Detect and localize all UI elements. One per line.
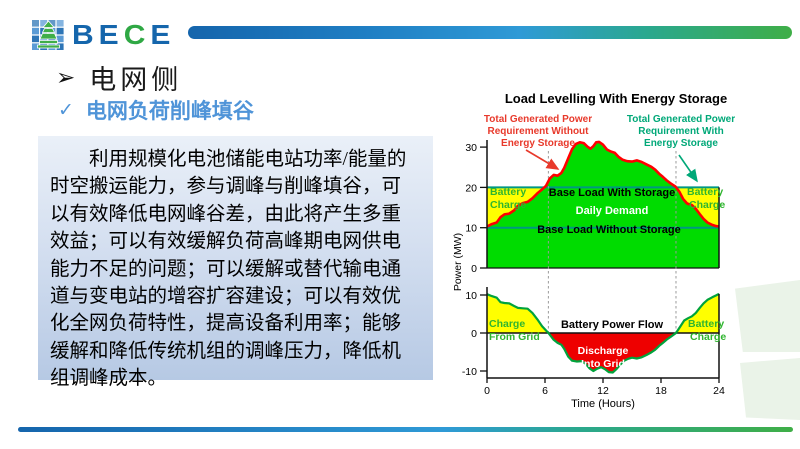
svg-text:18: 18 — [655, 385, 667, 397]
svg-text:Base Load Without Storage: Base Load Without Storage — [537, 224, 681, 236]
slide-subtitle: ✓ 电网负荷削峰填谷 — [58, 95, 254, 125]
svg-text:Charge: Charge — [490, 199, 526, 211]
svg-text:Daily Demand: Daily Demand — [576, 205, 649, 217]
svg-text:0: 0 — [471, 263, 477, 275]
svg-text:Requirement With: Requirement With — [638, 126, 723, 137]
watermark-shape — [735, 280, 800, 352]
slide-subtitle-text: 电网负荷削峰填谷 — [85, 100, 254, 123]
slide-title: ➢ 电网侧 — [56, 58, 182, 97]
svg-text:Battery: Battery — [687, 186, 723, 198]
svg-text:Time (Hours): Time (Hours) — [571, 398, 635, 410]
svg-text:-10: -10 — [462, 366, 477, 378]
header-gradient-bar — [188, 26, 792, 39]
body-text-line: 化全网负荷特性，提高设备利用率；能够 — [50, 313, 402, 335]
body-text-line: 缓解和降低传统机组的调峰压力，降低机 — [50, 340, 402, 362]
svg-text:Battery: Battery — [490, 186, 526, 198]
svg-text:0: 0 — [484, 385, 490, 397]
logo-letter: E — [150, 19, 176, 51]
svg-text:Battery Power Flow: Battery Power Flow — [561, 319, 664, 331]
body-text-line: 以有效降低电网峰谷差，由此将产生多重 — [50, 203, 402, 225]
watermark-shape — [740, 358, 800, 420]
bece-logo: BECE — [32, 19, 175, 51]
svg-text:Into Grid: Into Grid — [581, 358, 625, 370]
body-text-line: 道与变电站的增容扩容建设；可以有效优 — [50, 286, 402, 308]
svg-text:Base Load With Storage: Base Load With Storage — [549, 187, 675, 199]
arrow-bullet-icon: ➢ — [56, 64, 76, 91]
svg-text:Discharge: Discharge — [578, 345, 629, 357]
check-icon: ✓ — [58, 99, 74, 121]
svg-text:Total Generated Power: Total Generated Power — [627, 114, 735, 125]
svg-text:12: 12 — [597, 385, 609, 397]
logo-letter: E — [98, 19, 124, 51]
logo-text: BECE — [72, 21, 175, 50]
body-text-line: 时空搬运能力，参与调峰与削峰填谷，可 — [50, 176, 402, 198]
svg-text:24: 24 — [713, 385, 725, 397]
svg-text:Charge: Charge — [690, 331, 726, 343]
body-text-line: 能力不足的问题；可以缓解或替代输电通 — [50, 258, 402, 280]
slide-title-text: 电网侧 — [89, 65, 183, 95]
logo-letter: B — [72, 19, 99, 51]
body-text-line: 效益；可以有效缓解负荷高峰期电网供电 — [50, 231, 402, 253]
temple-grid-icon — [32, 19, 64, 50]
svg-text:10: 10 — [465, 223, 477, 235]
svg-text:Requirement Without: Requirement Without — [487, 126, 589, 137]
svg-text:Charge: Charge — [689, 199, 725, 211]
svg-text:6: 6 — [542, 385, 548, 397]
svg-text:Load Levelling With Energy Sto: Load Levelling With Energy Storage — [505, 91, 727, 106]
svg-text:Charge: Charge — [489, 318, 525, 330]
svg-text:Energy Storage: Energy Storage — [501, 138, 575, 149]
body-text-line: 组调峰成本。 — [50, 368, 168, 390]
logo-letter: C — [123, 19, 151, 51]
svg-text:Total Generated Power: Total Generated Power — [484, 114, 592, 125]
footer-gradient-bar — [18, 427, 793, 432]
svg-text:Battery: Battery — [688, 318, 724, 330]
body-text-line: 利用规模化电池储能电站功率/能量的 — [89, 149, 407, 170]
svg-text:10: 10 — [465, 290, 477, 302]
body-text-box: 利用规模化电池储能电站功率/能量的时空搬运能力，参与调峰与削峰填谷，可 以有效降低… — [38, 136, 433, 389]
svg-text:20: 20 — [465, 182, 477, 194]
svg-text:Energy Storage: Energy Storage — [644, 138, 718, 149]
svg-text:Power (MW): Power (MW) — [452, 233, 464, 291]
svg-text:30: 30 — [465, 142, 477, 154]
svg-text:From Grid: From Grid — [489, 331, 540, 343]
svg-text:0: 0 — [471, 328, 477, 340]
